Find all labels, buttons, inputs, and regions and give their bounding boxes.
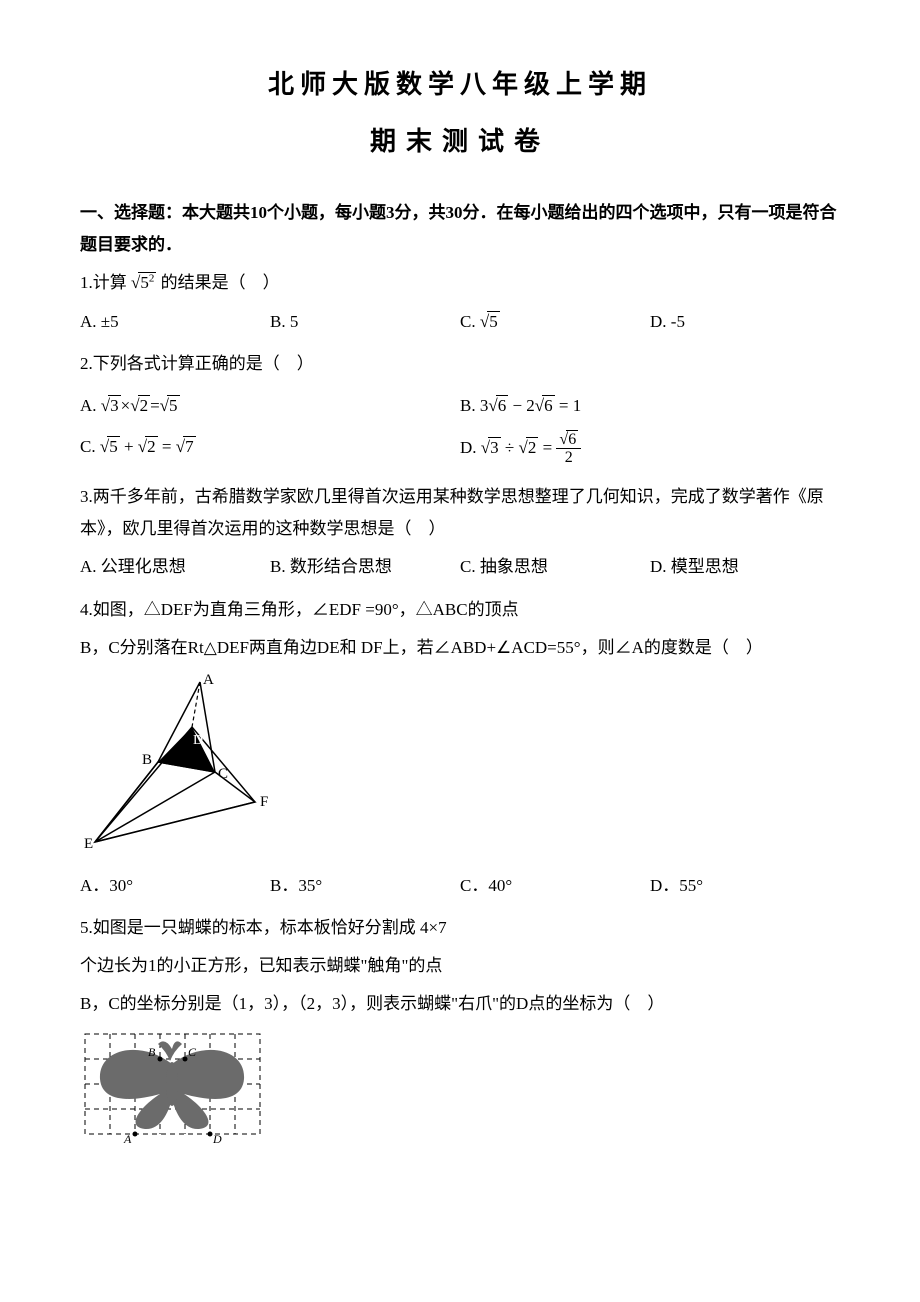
q1-opt-b: B. 5 — [270, 306, 460, 338]
question-1: 1.计算 52 的结果是（ ） — [80, 267, 840, 299]
title-line-1: 北师大版数学八年级上学期 — [80, 60, 840, 109]
q2-d-fraction: 6 2 — [556, 431, 581, 467]
label-a: A — [203, 672, 214, 688]
question-3: 3.两千多年前，古希腊数学家欧几里得首次运用某种数学思想整理了几何知识，完成了数… — [80, 481, 840, 546]
q3-opt-c: C. 抽象思想 — [460, 551, 650, 583]
section-1-heading: 一、选择题：本大题共10个小题，每小题3分，共30分．在每小题给出的四个选项中，… — [80, 197, 840, 262]
title-line-2: 期末测试卷 — [80, 117, 840, 166]
q1-opt-c: C. 5 — [460, 306, 650, 338]
label-f: F — [260, 794, 268, 810]
q2-options: A. 3×2=5 B. 36 − 26 = 1 C. 5 + 2 = 7 D. … — [80, 386, 840, 470]
q4-opt-a: A．30° — [80, 870, 270, 902]
q2-opt-a: A. 3×2=5 — [80, 390, 460, 422]
q1-stem-pre: 1.计算 — [80, 273, 127, 292]
triangle-diagram-icon: A B C D E F — [80, 672, 280, 852]
label-d: D — [193, 733, 203, 748]
q3-options: A. 公理化思想 B. 数形结合思想 C. 抽象思想 D. 模型思想 — [80, 551, 840, 583]
q1-options: A. ±5 B. 5 C. 5 D. -5 — [80, 306, 840, 338]
q2-opt-d: D. 3 ÷ 2 = 6 2 — [460, 431, 840, 467]
question-5-line2: 个边长为1的小正方形，已知表示蝴蝶"触角"的点 — [80, 950, 840, 982]
q1-sqrt: 52 — [131, 267, 156, 299]
q4-opt-b: B．35° — [270, 870, 460, 902]
label-a: A — [123, 1132, 132, 1144]
q3-opt-a: A. 公理化思想 — [80, 551, 270, 583]
q2-opt-c: C. 5 + 2 = 7 — [80, 431, 460, 467]
q5-figure: B C A D — [80, 1029, 840, 1155]
q1-opt-a: A. ±5 — [80, 306, 270, 338]
q1-opt-d: D. -5 — [650, 306, 840, 338]
question-5-line3: B，C的坐标分别是（1，3），（2，3），则表示蝴蝶"右爪"的D点的坐标为（ ） — [80, 988, 840, 1020]
label-b: B — [142, 752, 152, 768]
label-b: B — [148, 1045, 156, 1059]
q4-opt-d: D．55° — [650, 870, 840, 902]
q4-figure: A B C D E F — [80, 672, 840, 863]
question-4-line2: B，C分别落在Rt△DEF两直角边DE和 DF上，若∠ABD+∠ACD=55°，… — [80, 632, 840, 664]
label-e: E — [84, 836, 93, 852]
label-c: C — [188, 1045, 197, 1059]
question-4-line1: 4.如图，△DEF为直角三角形，∠EDF =90°，△ABC的顶点 — [80, 594, 840, 626]
butterfly-grid-icon: B C A D — [80, 1029, 270, 1144]
q3-opt-b: B. 数形结合思想 — [270, 551, 460, 583]
question-5-line1: 5.如图是一只蝴蝶的标本，标本板恰好分割成 4×7 — [80, 912, 840, 944]
question-2: 2.下列各式计算正确的是（ ） — [80, 348, 840, 380]
label-d: D — [212, 1132, 222, 1144]
label-c: C — [218, 766, 228, 782]
q4-options: A．30° B．35° C．40° D．55° — [80, 870, 840, 902]
q2-opt-b: B. 36 − 26 = 1 — [460, 390, 840, 422]
q1-stem-post: 的结果是（ ） — [161, 273, 280, 292]
q4-opt-c: C．40° — [460, 870, 650, 902]
q3-opt-d: D. 模型思想 — [650, 551, 840, 583]
